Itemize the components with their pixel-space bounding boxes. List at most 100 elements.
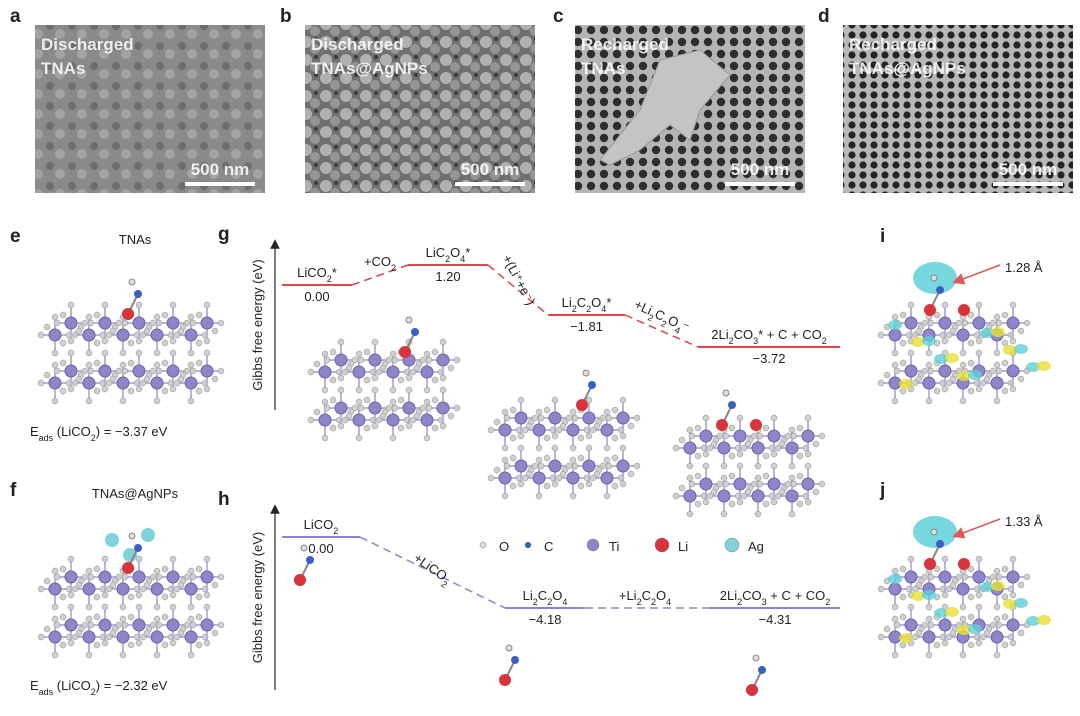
o-atom xyxy=(694,500,702,508)
ti-atom xyxy=(1006,618,1020,632)
o-atom xyxy=(633,414,641,422)
o-atom xyxy=(337,386,345,394)
o-atom xyxy=(37,379,45,387)
o-atom xyxy=(993,603,1001,611)
o-atom xyxy=(503,414,511,422)
o-atom xyxy=(93,311,101,319)
step-label-part: 2 xyxy=(637,597,642,607)
o-atom xyxy=(211,375,219,383)
ti-atom xyxy=(166,316,180,330)
state-name-part: * xyxy=(332,265,337,280)
o-atom xyxy=(585,432,593,440)
o-atom xyxy=(439,386,447,394)
state-name-part: 2 xyxy=(586,304,591,314)
o-atom xyxy=(565,462,573,470)
o-atom xyxy=(67,555,75,563)
o-atom xyxy=(183,367,191,375)
o-atom xyxy=(135,301,143,309)
ti-atom xyxy=(132,364,146,378)
o-atom xyxy=(389,434,397,442)
ti-atom xyxy=(767,429,781,443)
o-atom xyxy=(53,367,61,375)
o-atom xyxy=(933,641,941,649)
o-atom xyxy=(211,327,219,335)
o-atom xyxy=(187,397,195,405)
ti-atom xyxy=(184,582,198,596)
o-atom xyxy=(187,361,195,369)
o-atom xyxy=(337,338,345,346)
o-atom xyxy=(161,311,169,319)
state-name: Li2C2O4* xyxy=(562,295,612,314)
ti-atom xyxy=(200,570,214,584)
o-atom xyxy=(385,404,393,412)
o-atom xyxy=(363,376,371,384)
adsorption-energy-part: 2 xyxy=(91,687,96,697)
o-atom xyxy=(599,462,607,470)
o-atom xyxy=(993,313,1001,321)
legend-label: Ti xyxy=(609,539,619,554)
step-label-part: 2 xyxy=(391,263,396,273)
o-atom xyxy=(509,482,517,490)
o-atom xyxy=(389,386,397,394)
transition xyxy=(624,314,699,348)
o-atom xyxy=(67,639,75,647)
o-atom xyxy=(678,484,686,492)
o-atom xyxy=(525,470,533,478)
o-atom xyxy=(812,440,820,448)
o-atom xyxy=(1001,565,1009,573)
state-name-part: O xyxy=(552,588,562,603)
state-name-part: 2 xyxy=(327,274,332,284)
transition xyxy=(359,536,506,609)
o-atom xyxy=(754,474,762,482)
o-atom xyxy=(329,376,337,384)
o-atom xyxy=(955,319,963,327)
li-atom xyxy=(716,419,728,431)
o-atom xyxy=(169,301,177,309)
o-atom xyxy=(569,444,577,452)
o-atom xyxy=(337,374,345,382)
state-name-part: 2 xyxy=(445,254,450,264)
o-atom xyxy=(967,565,975,573)
o-atom xyxy=(627,422,635,430)
o-atom xyxy=(153,349,161,357)
o-atom xyxy=(425,356,433,364)
o-atom xyxy=(891,567,899,575)
o-atom xyxy=(300,544,308,552)
ti-atom xyxy=(184,328,198,342)
ti-atom xyxy=(767,477,781,491)
o-atom xyxy=(195,593,203,601)
panel-letter: d xyxy=(818,6,830,27)
panel-letter: g xyxy=(218,224,230,245)
state-name-part: 2 xyxy=(333,526,338,536)
o-atom xyxy=(605,414,613,422)
state-name-part: CO xyxy=(734,327,754,342)
ti-atom xyxy=(733,477,747,491)
o-atom xyxy=(915,375,923,383)
ti-atom xyxy=(888,328,902,342)
state-name-part: * + C + CO xyxy=(758,327,822,342)
o-atom xyxy=(51,615,59,623)
o-atom xyxy=(967,339,975,347)
legend-swatch xyxy=(724,537,740,553)
ti-atom xyxy=(699,429,713,443)
o-atom xyxy=(51,313,59,321)
ti-atom xyxy=(956,328,970,342)
o-atom xyxy=(975,301,983,309)
isosurface xyxy=(888,320,902,330)
panel-letter: b xyxy=(280,6,292,27)
o-atom xyxy=(161,387,169,395)
o-atom xyxy=(899,593,907,601)
isosurface xyxy=(934,608,948,618)
o-atom xyxy=(925,349,933,357)
o-atom xyxy=(582,369,590,377)
o-atom xyxy=(744,488,752,496)
o-atom xyxy=(933,311,941,319)
o-atom xyxy=(177,327,185,335)
o-atom xyxy=(531,462,539,470)
ti-atom xyxy=(48,376,62,390)
o-atom xyxy=(790,432,798,440)
o-atom xyxy=(487,426,495,434)
o-atom xyxy=(517,444,525,452)
o-atom xyxy=(593,470,601,478)
ti-atom xyxy=(386,365,400,379)
